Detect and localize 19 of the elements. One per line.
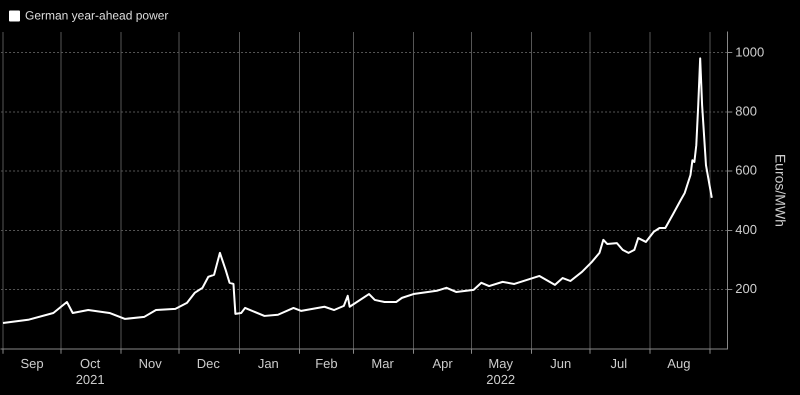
x-tick-label: Nov xyxy=(138,356,162,372)
x-tick-label: Jul xyxy=(610,356,628,372)
legend-label: German year-ahead power xyxy=(25,8,168,22)
y-tick-label: 800 xyxy=(735,104,757,119)
x-tick-label: May 2022 xyxy=(486,356,516,387)
x-tick-label: Aug xyxy=(667,356,690,372)
y-tick-label: 400 xyxy=(735,222,757,237)
x-tick-label: Apr xyxy=(432,356,454,372)
x-tick-label: Sep xyxy=(20,356,44,372)
x-tick-label: Mar xyxy=(371,356,394,372)
y-tick-label: 1000 xyxy=(735,44,764,60)
x-tick-label: Oct 2021 xyxy=(76,356,105,387)
x-tick-label: Jan xyxy=(258,356,279,372)
y-tick-label: 600 xyxy=(735,162,757,178)
y-tick-label: 200 xyxy=(735,281,757,296)
y-axis-title: Euros/MWh xyxy=(772,154,789,227)
x-tick-label: Jun xyxy=(550,356,572,372)
x-tick-label: Feb xyxy=(315,356,338,372)
x-tick-label: Dec xyxy=(196,356,220,372)
